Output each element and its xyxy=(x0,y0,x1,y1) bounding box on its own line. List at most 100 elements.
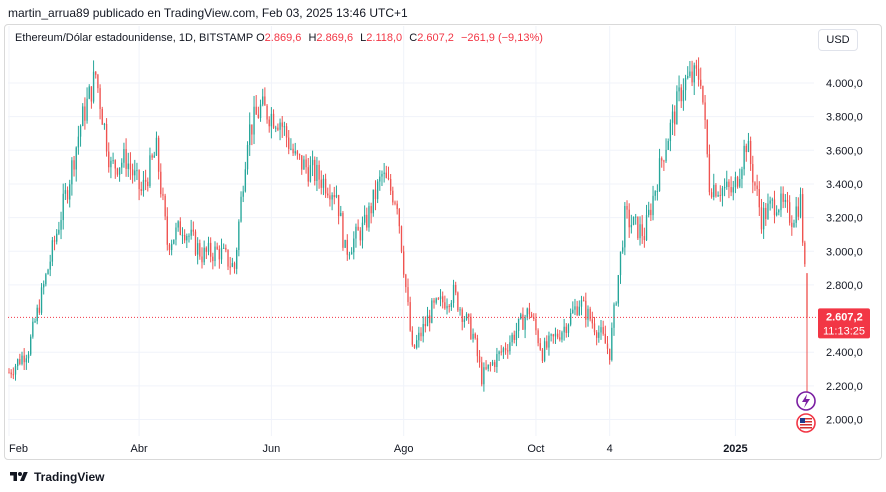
candle-body xyxy=(593,323,596,333)
candle-body xyxy=(272,113,275,128)
candle-body xyxy=(88,86,90,99)
candle-body xyxy=(201,256,203,263)
candle-body xyxy=(713,184,715,198)
candle-body xyxy=(136,170,138,172)
candle-body xyxy=(73,160,75,170)
candle-body xyxy=(32,321,34,337)
candle-body xyxy=(732,187,734,193)
low-value: 2.118,0 xyxy=(366,32,403,44)
candle-body xyxy=(470,316,472,339)
candle-body xyxy=(69,184,71,200)
candle-body xyxy=(439,296,442,300)
candle-body xyxy=(149,155,151,187)
candle-body xyxy=(498,351,500,355)
candle-body xyxy=(51,240,54,262)
candle-body xyxy=(535,318,537,331)
candle-body xyxy=(522,314,524,330)
x-tick-label: Jun xyxy=(263,443,281,455)
candle-body xyxy=(769,200,771,204)
candle-body xyxy=(485,367,487,369)
candle-body xyxy=(216,246,218,250)
candle-body xyxy=(680,87,682,102)
candle-body xyxy=(450,302,453,307)
candle-body xyxy=(431,300,433,323)
candle-body xyxy=(756,185,758,190)
candle-body xyxy=(251,124,253,135)
candle-body xyxy=(82,106,84,126)
candle-body xyxy=(743,145,745,170)
candle-body xyxy=(21,355,23,365)
candle-body xyxy=(207,242,210,252)
candle-body xyxy=(259,104,262,118)
candle-body xyxy=(520,314,522,319)
y-tick-label: 3.600,0 xyxy=(826,145,863,157)
candle-body xyxy=(101,108,103,125)
candle-body xyxy=(687,76,689,79)
candle-body xyxy=(459,309,461,311)
candle-body xyxy=(654,191,656,196)
candle-body xyxy=(582,300,585,302)
candle-body xyxy=(539,343,541,350)
candle-body xyxy=(376,181,379,200)
candle-body xyxy=(264,96,266,106)
candle-body xyxy=(420,332,422,337)
author-line: martin_arrua89 publicado en TradingView.… xyxy=(8,6,408,20)
candle-body xyxy=(739,178,741,187)
candle-body xyxy=(500,351,502,353)
candle-body xyxy=(238,221,240,251)
candle-body xyxy=(383,172,385,174)
candle-body xyxy=(396,203,398,210)
candle-body xyxy=(290,148,292,150)
candle-body xyxy=(804,242,806,265)
candle-body xyxy=(257,114,260,118)
candle-body xyxy=(90,86,93,102)
candle-body xyxy=(233,263,236,269)
candle-body xyxy=(433,300,435,303)
candle-body xyxy=(294,151,296,154)
candle-body xyxy=(103,123,106,125)
candle-body xyxy=(446,305,448,309)
candle-body xyxy=(507,350,509,352)
currency-button[interactable]: USD xyxy=(818,29,858,51)
candle-body xyxy=(318,164,320,180)
candle-body xyxy=(661,158,663,161)
candle-body xyxy=(327,193,329,196)
candle-body xyxy=(240,196,242,222)
tradingview-brand: TradingView xyxy=(34,470,105,484)
candle-body xyxy=(359,230,361,241)
candle-body xyxy=(279,122,281,130)
candle-body xyxy=(348,254,351,256)
candle-body xyxy=(192,229,194,232)
candle-body xyxy=(411,330,414,345)
candle-body xyxy=(552,334,554,337)
candle-body xyxy=(674,111,676,125)
candle-body xyxy=(622,247,624,252)
candle-body xyxy=(758,189,760,208)
candle-body xyxy=(84,106,86,121)
candle-body xyxy=(474,333,476,339)
x-tick-label: Abr xyxy=(131,443,148,455)
candle-body xyxy=(97,74,99,89)
candle-body xyxy=(533,317,535,319)
candle-body xyxy=(619,251,622,276)
candle-body xyxy=(559,337,561,340)
candle-body xyxy=(806,273,808,318)
candle-body xyxy=(630,224,633,228)
candle-body xyxy=(747,140,750,153)
y-tick-label: 3.200,0 xyxy=(826,213,863,225)
candle-body xyxy=(671,111,674,123)
candle-body xyxy=(752,164,754,183)
candle-body xyxy=(131,169,134,176)
candle-body xyxy=(598,332,600,338)
candle-body xyxy=(372,189,374,214)
candle-body xyxy=(199,243,201,257)
candle-body xyxy=(528,308,531,315)
candle-body xyxy=(801,194,804,243)
candle-body xyxy=(613,304,615,328)
candle-body xyxy=(303,159,305,170)
candle-body xyxy=(246,145,249,170)
candle-body xyxy=(567,324,570,333)
candle-body xyxy=(311,159,314,166)
candle-body xyxy=(710,192,713,198)
